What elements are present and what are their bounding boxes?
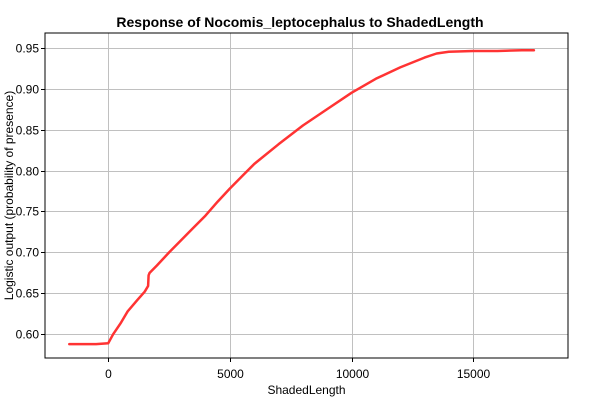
series-layer — [68, 48, 536, 346]
y-tick-label: 0.65 — [16, 287, 40, 301]
y-tick-label: 0.70 — [16, 246, 40, 260]
chart-title: Response of Nocomis_leptocephalus to Sha… — [116, 14, 484, 30]
grid-lines — [45, 33, 568, 358]
y-tick-label: 0.85 — [16, 124, 40, 138]
x-tick-label: 0 — [105, 367, 112, 381]
y-tick-label: 0.60 — [16, 328, 40, 342]
x-tick-label: 5000 — [217, 367, 244, 381]
x-axis-label: ShadedLength — [267, 383, 345, 397]
y-tick-label: 0.95 — [16, 42, 40, 56]
plot-frame — [44, 32, 569, 359]
x-tick-label: 15000 — [457, 367, 491, 381]
response-curve-line — [68, 48, 536, 346]
y-axis-label: Logistic output (probability of presence… — [2, 91, 16, 300]
tick-labels: 0 5000 10000 15000 0.60 0.65 0.70 0.75 0.80 0.85 0… — [16, 42, 491, 382]
y-tick-label: 0.80 — [16, 165, 40, 179]
y-tick-label: 0.90 — [16, 83, 40, 97]
y-tick-label: 0.75 — [16, 205, 40, 219]
tick-marks — [41, 48, 474, 362]
x-tick-label: 10000 — [336, 367, 370, 381]
